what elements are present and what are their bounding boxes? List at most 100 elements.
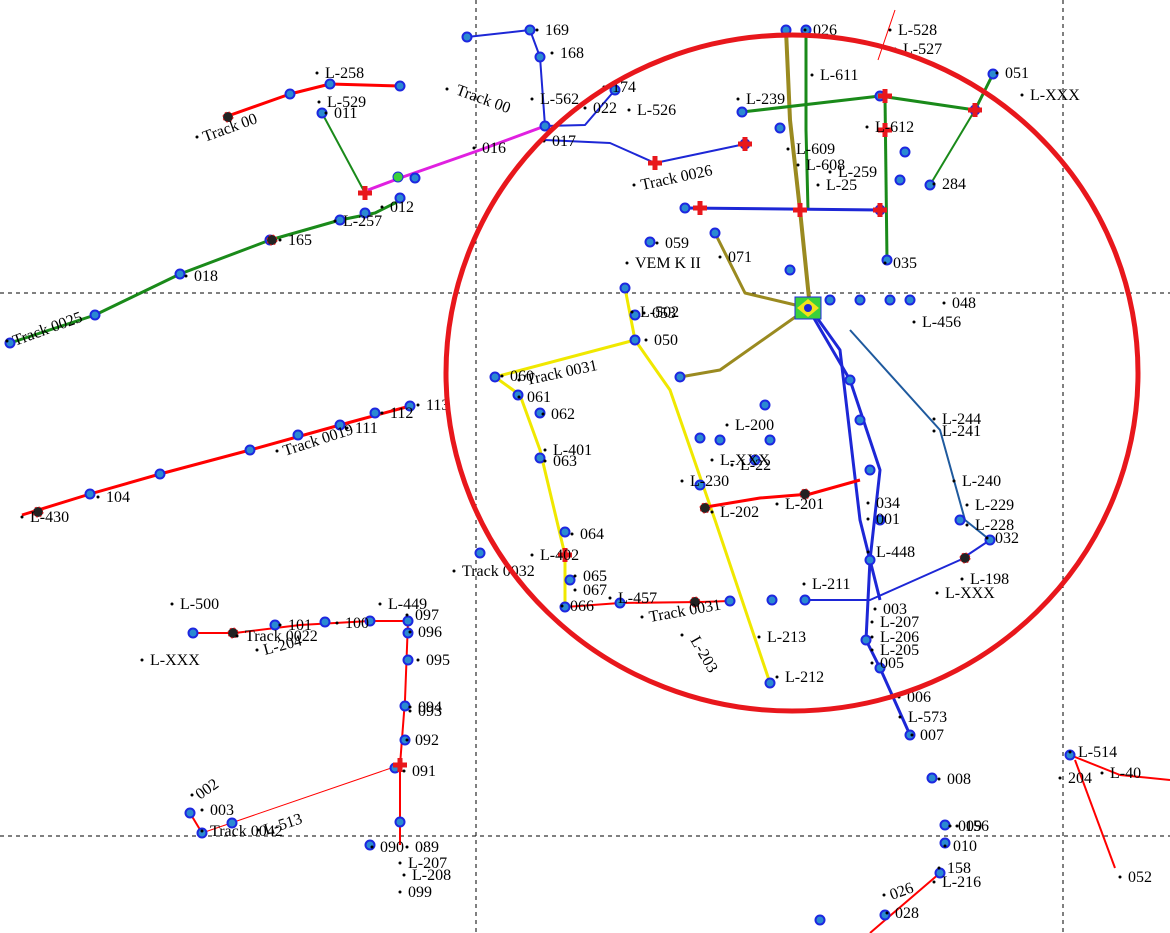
waypoint-icon[interactable] bbox=[402, 654, 414, 666]
red-cross-marker-icon[interactable] bbox=[558, 548, 572, 562]
red-cross-marker-icon[interactable] bbox=[693, 201, 707, 215]
waypoint-icon[interactable] bbox=[926, 772, 938, 784]
waypoint-icon[interactable] bbox=[614, 597, 626, 609]
waypoint-icon[interactable] bbox=[359, 207, 371, 219]
waypoint-icon[interactable] bbox=[524, 24, 536, 36]
red-cross-marker-icon[interactable] bbox=[878, 89, 892, 103]
waypoint-icon[interactable] bbox=[674, 371, 686, 383]
waypoint-icon[interactable] bbox=[844, 374, 856, 386]
waypoint-icon[interactable] bbox=[759, 399, 771, 411]
waypoint-icon[interactable] bbox=[154, 468, 166, 480]
waypoint-icon[interactable] bbox=[461, 31, 473, 43]
waypoint-icon[interactable] bbox=[879, 909, 891, 921]
red-cross-marker-icon[interactable] bbox=[648, 156, 662, 170]
waypoint-icon[interactable] bbox=[679, 202, 691, 214]
waypoint-icon[interactable] bbox=[799, 594, 811, 606]
waypoint-icon[interactable] bbox=[824, 294, 836, 306]
waypoint-icon[interactable] bbox=[334, 419, 346, 431]
waypoint-icon[interactable] bbox=[619, 282, 631, 294]
red-cross-marker-icon[interactable] bbox=[873, 203, 887, 217]
waypoint-icon[interactable] bbox=[512, 389, 524, 401]
waypoint-icon[interactable] bbox=[399, 734, 411, 746]
track-point-icon[interactable] bbox=[227, 627, 239, 639]
waypoint-icon[interactable] bbox=[864, 464, 876, 476]
waypoint-icon[interactable] bbox=[534, 452, 546, 464]
track-point-icon[interactable] bbox=[799, 488, 811, 500]
waypoint-icon[interactable] bbox=[489, 371, 501, 383]
waypoint-icon[interactable] bbox=[904, 729, 916, 741]
red-cross-marker-icon[interactable] bbox=[968, 103, 982, 117]
red-cross-marker-icon[interactable] bbox=[358, 186, 372, 200]
waypoint-icon[interactable] bbox=[244, 444, 256, 456]
waypoint-icon[interactable] bbox=[394, 816, 406, 828]
waypoint-icon[interactable] bbox=[564, 574, 576, 586]
waypoint-icon[interactable] bbox=[764, 434, 776, 446]
brazil-flag-icon[interactable] bbox=[794, 296, 822, 320]
waypoint-icon[interactable] bbox=[284, 88, 296, 100]
waypoint-icon[interactable] bbox=[559, 526, 571, 538]
waypoint-icon[interactable] bbox=[954, 514, 966, 526]
waypoint-icon[interactable] bbox=[609, 84, 621, 96]
waypoint-icon[interactable] bbox=[399, 700, 411, 712]
waypoint-icon[interactable] bbox=[324, 78, 336, 90]
waypoint-icon[interactable] bbox=[694, 479, 706, 491]
waypoint-icon[interactable] bbox=[474, 547, 486, 559]
waypoint-icon[interactable] bbox=[174, 268, 186, 280]
waypoint-icon[interactable] bbox=[864, 554, 876, 566]
waypoint-icon[interactable] bbox=[714, 434, 726, 446]
waypoint-icon[interactable] bbox=[874, 662, 886, 674]
red-cross-marker-icon[interactable] bbox=[878, 123, 892, 137]
waypoint-icon[interactable] bbox=[724, 595, 736, 607]
waypoint-icon[interactable] bbox=[894, 174, 906, 186]
waypoint-icon[interactable] bbox=[784, 264, 796, 276]
waypoint-icon[interactable] bbox=[694, 432, 706, 444]
waypoint-icon[interactable] bbox=[899, 146, 911, 158]
waypoint-icon[interactable] bbox=[884, 294, 896, 306]
waypoint-icon[interactable] bbox=[939, 819, 951, 831]
waypoint-icon[interactable] bbox=[766, 594, 778, 606]
track-point-icon[interactable] bbox=[959, 552, 971, 564]
waypoint-icon[interactable] bbox=[709, 227, 721, 239]
waypoint-icon[interactable] bbox=[394, 192, 406, 204]
track-point-icon[interactable] bbox=[32, 506, 44, 518]
waypoint-icon[interactable] bbox=[874, 514, 886, 526]
waypoint-icon[interactable] bbox=[187, 627, 199, 639]
track-point-icon[interactable] bbox=[222, 111, 234, 123]
waypoint-icon[interactable] bbox=[764, 677, 776, 689]
waypoint-icon[interactable] bbox=[402, 615, 414, 627]
waypoint-icon[interactable] bbox=[814, 914, 826, 926]
track-point-icon[interactable] bbox=[689, 596, 701, 608]
waypoint-icon[interactable] bbox=[539, 120, 551, 132]
waypoint-icon[interactable] bbox=[369, 407, 381, 419]
waypoint-icon[interactable] bbox=[226, 817, 238, 829]
green-marker-icon[interactable] bbox=[392, 171, 404, 183]
red-cross-marker-icon[interactable] bbox=[738, 137, 752, 151]
waypoint-icon[interactable] bbox=[860, 634, 872, 646]
waypoint-icon[interactable] bbox=[904, 294, 916, 306]
track-point-icon[interactable] bbox=[699, 502, 711, 514]
waypoint-icon[interactable] bbox=[364, 839, 376, 851]
waypoint-icon[interactable] bbox=[644, 236, 656, 248]
waypoint-icon[interactable] bbox=[84, 488, 96, 500]
waypoint-icon[interactable] bbox=[404, 400, 416, 412]
red-cross-marker-icon[interactable] bbox=[393, 758, 407, 772]
waypoint-icon[interactable] bbox=[409, 172, 421, 184]
waypoint-icon[interactable] bbox=[402, 627, 414, 639]
waypoint-icon[interactable] bbox=[394, 80, 406, 92]
waypoint-icon[interactable] bbox=[854, 414, 866, 426]
waypoint-icon[interactable] bbox=[736, 106, 748, 118]
waypoint-icon[interactable] bbox=[364, 615, 376, 627]
waypoint-icon[interactable] bbox=[89, 309, 101, 321]
track-point-icon[interactable] bbox=[266, 234, 278, 246]
waypoint-icon[interactable] bbox=[629, 334, 641, 346]
waypoint-icon[interactable] bbox=[854, 294, 866, 306]
red-cross-marker-icon[interactable] bbox=[793, 203, 807, 217]
waypoint-icon[interactable] bbox=[749, 454, 761, 466]
waypoint-icon[interactable] bbox=[196, 827, 208, 839]
waypoint-icon[interactable] bbox=[292, 429, 304, 441]
waypoint-icon[interactable] bbox=[319, 616, 331, 628]
waypoint-icon[interactable] bbox=[534, 51, 546, 63]
waypoint-icon[interactable] bbox=[184, 807, 196, 819]
waypoint-icon[interactable] bbox=[774, 122, 786, 134]
